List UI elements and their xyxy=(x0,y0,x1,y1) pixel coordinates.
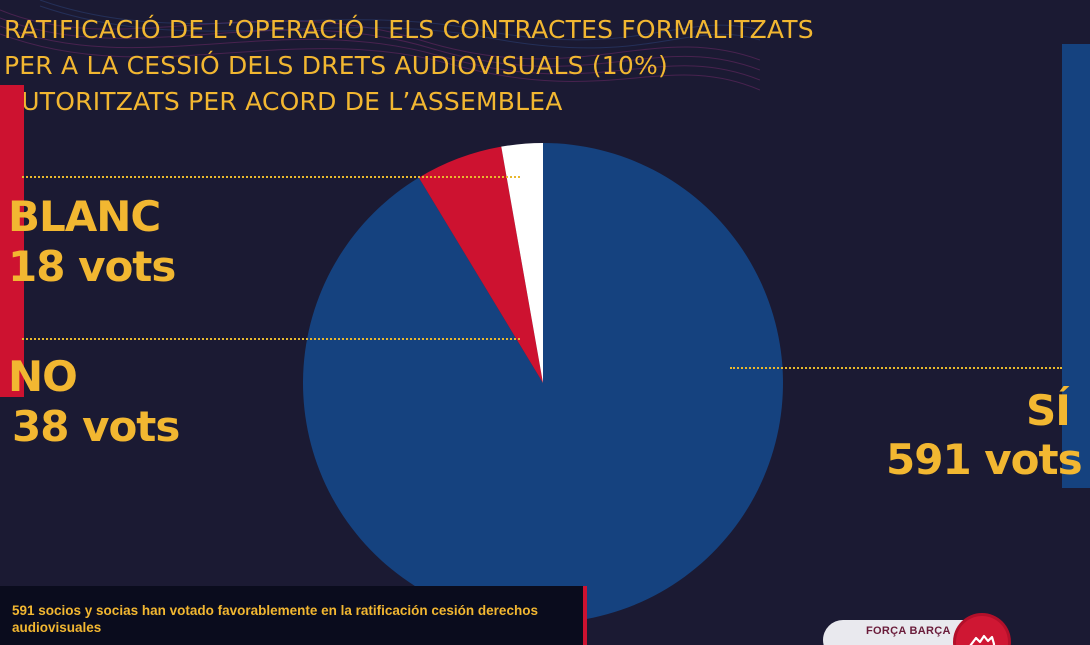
caption-box: 591 socios y socias han votado favorable… xyxy=(0,586,587,645)
pie-slice-no xyxy=(418,146,543,383)
no-votes: 38 vots xyxy=(12,402,180,451)
pie-slice-si xyxy=(302,143,783,623)
no-label: NO xyxy=(8,352,78,401)
left-red-bar xyxy=(0,85,24,397)
decorative-swirls xyxy=(0,0,760,91)
blanc-label: BLANC xyxy=(8,192,161,241)
blanc-votes: 18 vots xyxy=(8,242,176,291)
blanc-leader-line xyxy=(22,176,520,178)
si-votes: 591 vots xyxy=(886,435,1083,484)
si-label: SÍ xyxy=(1026,386,1071,435)
title-line-2: PER A LA CESSIÓ DELS DRETS AUDIOVISUALS … xyxy=(4,51,668,80)
hand-heart-glyph xyxy=(969,634,996,645)
caption-text: 591 socios y socias han votado favorable… xyxy=(12,603,538,635)
no-leader-line xyxy=(22,338,520,340)
hand-heart-icon xyxy=(956,616,1008,645)
title-line-1: RATIFICACIÓ DE L’OPERACIÓ I ELS CONTRACT… xyxy=(4,15,814,44)
brand-pill: FORÇA BARÇA xyxy=(823,620,983,645)
brand-text: FORÇA BARÇA xyxy=(866,625,951,637)
chart-title: RATIFICACIÓ DE L’OPERACIÓ I ELS CONTRACT… xyxy=(4,12,814,120)
si-leader-line xyxy=(730,367,1062,369)
title-line-3: AUTORITZATS PER ACORD DE L’ASSEMBLEA xyxy=(4,87,563,116)
right-blue-bar xyxy=(1062,44,1090,488)
pie-slice-blanc xyxy=(501,143,543,383)
